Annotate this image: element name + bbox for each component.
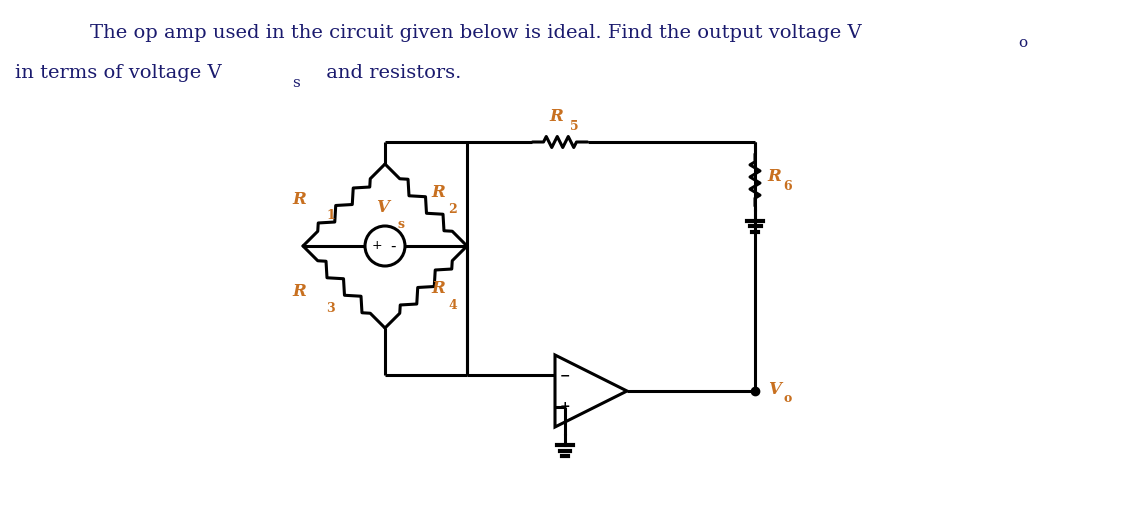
Text: R: R [292, 192, 306, 209]
Text: +: + [560, 400, 570, 413]
Text: R: R [292, 284, 306, 301]
Text: in terms of voltage V: in terms of voltage V [15, 64, 222, 82]
Text: 1: 1 [326, 209, 335, 222]
Text: R: R [431, 184, 444, 201]
Text: s: s [292, 76, 299, 90]
Text: R: R [431, 280, 444, 297]
Text: R: R [767, 168, 781, 185]
Text: 4: 4 [448, 299, 457, 312]
Text: 6: 6 [783, 181, 792, 193]
Text: and resistors.: and resistors. [319, 64, 461, 82]
Text: o: o [784, 392, 792, 406]
Text: -: - [390, 238, 396, 253]
Text: 2: 2 [448, 203, 457, 216]
Text: o: o [1018, 36, 1027, 50]
Text: 5: 5 [570, 120, 578, 133]
Text: V: V [377, 200, 389, 217]
Text: R: R [549, 108, 562, 125]
Text: The op amp used in the circuit given below is ideal. Find the output voltage V: The op amp used in the circuit given bel… [90, 24, 862, 42]
Text: −: − [560, 369, 570, 382]
Text: +: + [371, 239, 382, 253]
Text: 3: 3 [326, 302, 334, 315]
Text: V: V [768, 381, 781, 398]
Text: s: s [397, 218, 404, 231]
